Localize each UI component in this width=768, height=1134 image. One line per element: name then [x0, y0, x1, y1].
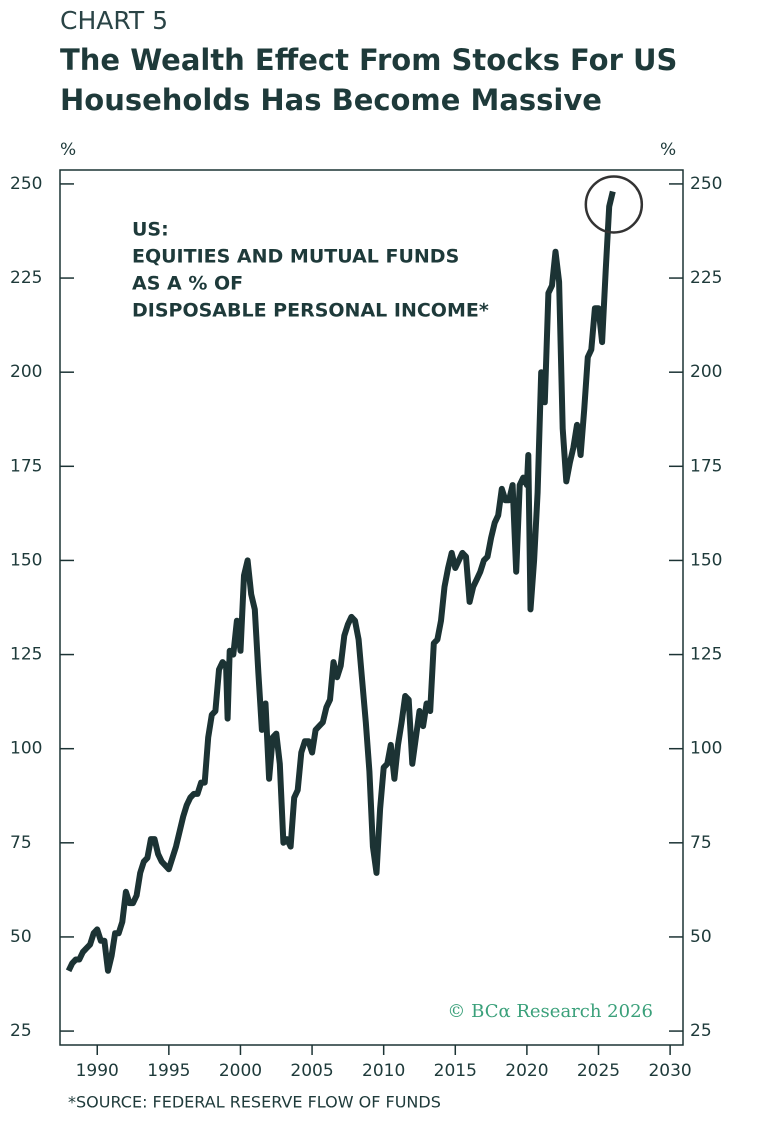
y-tick-label: 125	[10, 645, 42, 665]
x-tick-label: 2005	[290, 1061, 333, 1081]
y-tick-label: 100	[10, 739, 42, 759]
y-tick-label: 150	[10, 550, 42, 570]
x-tick-label: 1995	[147, 1061, 190, 1081]
y2-tick-label: 200	[690, 362, 722, 382]
y2-tick-label: 225	[690, 268, 722, 288]
y2-unit: %	[660, 140, 676, 160]
x-tick-label: 2025	[577, 1061, 620, 1081]
x-tick-label: 2015	[434, 1061, 477, 1081]
kicker: CHART 5	[60, 6, 168, 35]
x-tick-label: 1990	[76, 1061, 119, 1081]
x-tick-label: 2000	[219, 1061, 262, 1081]
y2-tick-label: 25	[690, 1021, 712, 1041]
credit: © BCα Research 2026	[447, 1001, 653, 1022]
y2-tick-label: 250	[690, 174, 722, 194]
y2-tick-label: 100	[690, 739, 722, 759]
plot-frame	[59, 169, 684, 1046]
annotation: EQUITIES AND MUTUAL FUNDS	[132, 246, 459, 268]
x-tick-label: 2030	[648, 1061, 691, 1081]
x-tick-label: 2010	[362, 1061, 405, 1081]
y2-tick-label: 175	[690, 456, 722, 476]
annotation: DISPOSABLE PERSONAL INCOME*	[132, 300, 489, 322]
x-tick-label: 2020	[505, 1061, 548, 1081]
source: *SOURCE: FEDERAL RESERVE FLOW OF FUNDS	[68, 1093, 441, 1112]
chart-title: Households Has Become Massive	[60, 83, 602, 117]
y-unit: %	[60, 140, 76, 160]
y2-tick-label: 75	[690, 833, 712, 853]
y-tick-label: 250	[10, 174, 42, 194]
annotation: AS A % OF	[132, 273, 243, 295]
y2-tick-label: 50	[690, 927, 712, 947]
annotation: US:	[132, 219, 169, 241]
data-line	[65, 190, 616, 974]
y2-tick-label: 150	[690, 550, 722, 570]
y-tick-label: 225	[10, 268, 42, 288]
y2-tick-label: 125	[690, 645, 722, 665]
y-tick-label: 200	[10, 362, 42, 382]
y-tick-label: 175	[10, 456, 42, 476]
highlight-circle	[584, 175, 644, 234]
y-tick-label: 50	[10, 927, 32, 947]
y-tick-label: 75	[10, 833, 32, 853]
chart-title: The Wealth Effect From Stocks For US	[60, 43, 677, 77]
y-tick-label: 25	[10, 1021, 32, 1041]
